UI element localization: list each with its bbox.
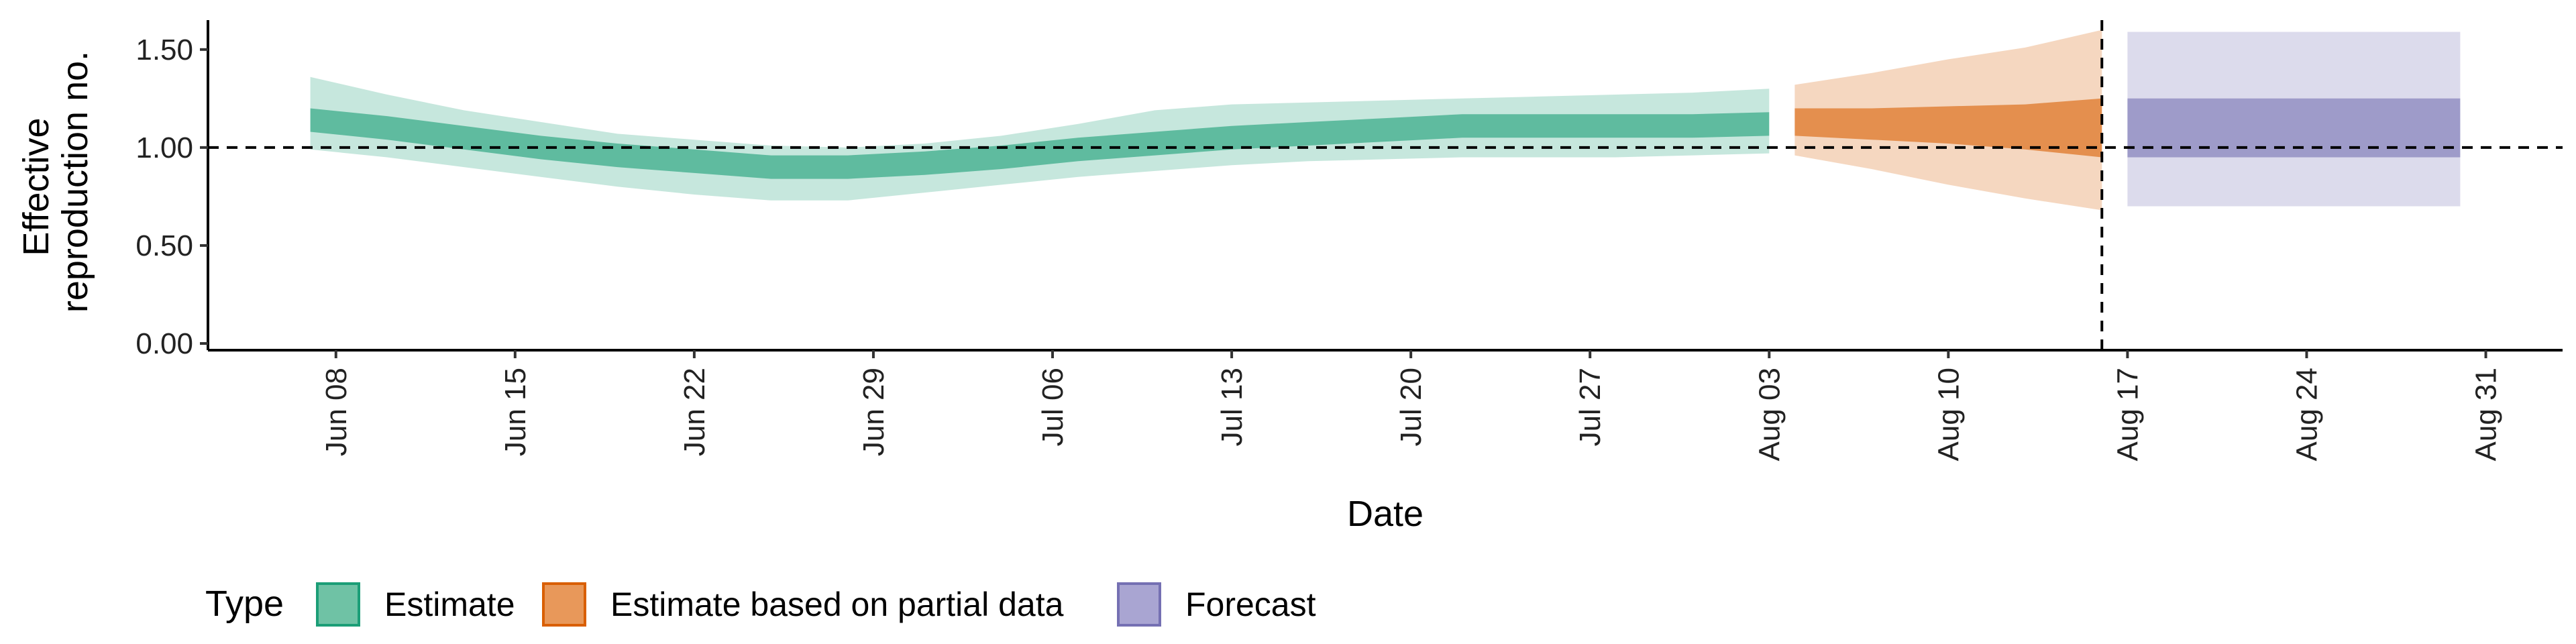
x-tick-label: Aug 31 [2470,368,2503,461]
legend-label-forecast: Forecast [1185,586,1316,623]
forecast-band-50 [2127,98,2461,158]
x-tick-label: Aug 03 [1753,368,1786,461]
x-tick-label: Jun 29 [857,368,890,456]
legend-label-estimate-based-on-partial-data: Estimate based on partial data [610,586,1064,623]
x-tick-label: Jun 22 [678,368,711,456]
legend-key-estimate [316,582,360,627]
x-tick-label: Jun 15 [499,368,532,456]
estimate-based-on-partial-data-band-50 [1794,98,2102,158]
legend-key-forecast [1117,582,1161,627]
x-tick-label: Aug 24 [2291,368,2324,461]
y-tick-label: 0.00 [136,327,193,360]
x-tick-label: Jun 08 [320,368,353,456]
x-tick-label: Jul 06 [1036,368,1069,446]
legend-key-estimate-based-on-partial-data [542,582,586,627]
x-axis-title: Date [1347,494,1424,534]
axes: 0.00 0.50 1.00 1.50 Jun 08 Jun 15 Jun 22 Jun 29… [136,20,2563,461]
y-tick-label: 0.50 [136,229,193,262]
legend-label-estimate: Estimate [384,586,515,623]
estimate-band-50 [310,108,1770,179]
y-tick-label: 1.50 [136,34,193,66]
legend-title: Type [205,584,284,624]
plot-area [208,20,2563,350]
x-tick-label: Jul 20 [1395,368,1428,446]
y-axis-title-line-2: reproduction no. [55,51,95,313]
x-tick-label: Aug 17 [2111,368,2144,461]
y-axis-title-line-1: Effective [16,117,56,256]
y-axis-title: Effective reproduction no. [16,51,95,313]
y-tick-label: 1.00 [136,131,193,164]
x-tick-label: Jul 13 [1216,368,1248,446]
x-tick-label: Aug 10 [1932,368,1965,461]
legend: Type Estimate Estimate based on partial da… [205,582,1316,627]
x-tick-label: Jul 27 [1574,368,1607,446]
